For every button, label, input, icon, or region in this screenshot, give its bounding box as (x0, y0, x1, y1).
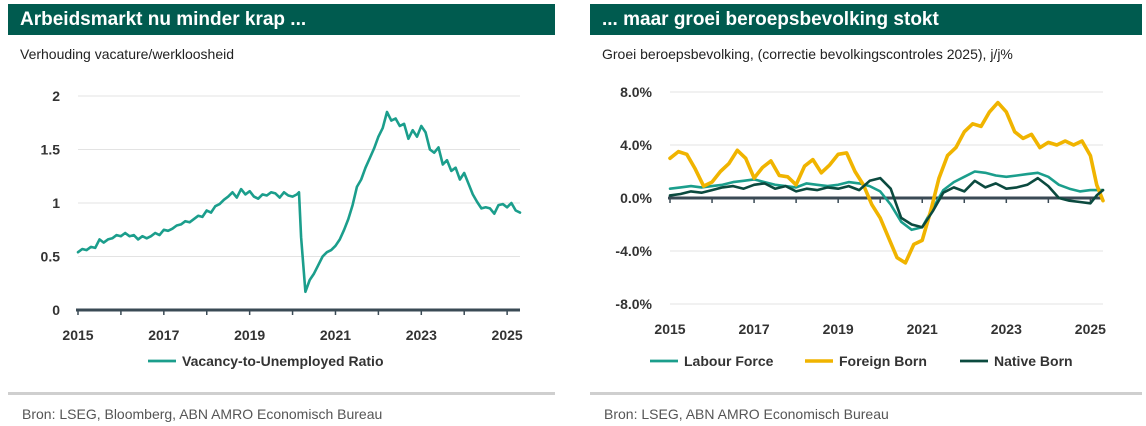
right-chart-plot: 8.0% 4.0% 0.0% -4.0% -8.0%2015 2017 2019 2021 20… (615, 84, 1106, 369)
left-source-divider (8, 392, 555, 395)
left-x-tick-label: 2021 (320, 327, 351, 343)
right-chart-panel: ... maar groei beroepsbevolking stokt Gr… (590, 4, 1142, 426)
left-x-tick-label: 2015 (62, 327, 93, 343)
left-y-tick-label: 1.5 (41, 142, 61, 158)
left-chart-plot: 0 0.5 1 1.5 2 2015 2017 2019 2021 2023 2025 Vacancy… (41, 88, 523, 369)
right-x-tick-label: 2017 (738, 321, 769, 337)
right-source-divider (590, 392, 1142, 395)
right-x-tick-label: 2019 (823, 321, 854, 337)
left-y-tick-label: 1 (52, 195, 60, 211)
left-x-tick-label: 2017 (148, 327, 179, 343)
left-x-tick-label: 2019 (234, 327, 265, 343)
right-y-tick-label: 8.0% (620, 84, 652, 100)
right-legend-label-1: Labour Force (684, 353, 774, 369)
right-x-tick-label: 2023 (991, 321, 1022, 337)
right-chart-title: ... maar groei beroepsbevolking stokt (590, 4, 1142, 35)
left-y-tick-label: 0.5 (41, 249, 61, 265)
left-x-tick-label: 2025 (492, 327, 523, 343)
left-series-line-1 (76, 110, 522, 294)
right-y-tick-label: 4.0% (620, 137, 652, 153)
right-legend-label-2: Foreign Born (839, 353, 927, 369)
left-y-tick-label: 0 (52, 302, 60, 318)
right-series-line-1 (668, 170, 1105, 232)
right-y-tick-label: 0.0% (620, 190, 652, 206)
right-x-tick-label: 2015 (654, 321, 685, 337)
right-series-line-3 (668, 176, 1105, 229)
left-legend-label-1: Vacancy-to-Unemployed Ratio (182, 353, 384, 369)
left-chart-panel: Arbeidsmarkt nu minder krap ... Verhoudi… (8, 4, 555, 426)
right-source-note: Bron: LSEG, ABN AMRO Economisch Bureau (604, 406, 889, 422)
left-chart-title: Arbeidsmarkt nu minder krap ... (8, 4, 555, 35)
left-y-tick-label: 2 (52, 88, 60, 104)
left-source-note: Bron: LSEG, Bloomberg, ABN AMRO Economis… (22, 406, 383, 422)
right-series-line-2 (668, 100, 1105, 265)
left-x-tick-label: 2023 (406, 327, 437, 343)
right-x-tick-label: 2021 (907, 321, 938, 337)
left-chart-subtitle: Verhouding vacature/werkloosheid (20, 46, 235, 62)
right-x-tick-label: 2025 (1075, 321, 1106, 337)
right-y-tick-label: -8.0% (615, 296, 652, 312)
right-chart-subtitle: Groei beroepsbevolking, (correctie bevol… (602, 46, 1013, 62)
right-legend-label-3: Native Born (994, 353, 1073, 369)
right-y-tick-label: -4.0% (615, 243, 652, 259)
